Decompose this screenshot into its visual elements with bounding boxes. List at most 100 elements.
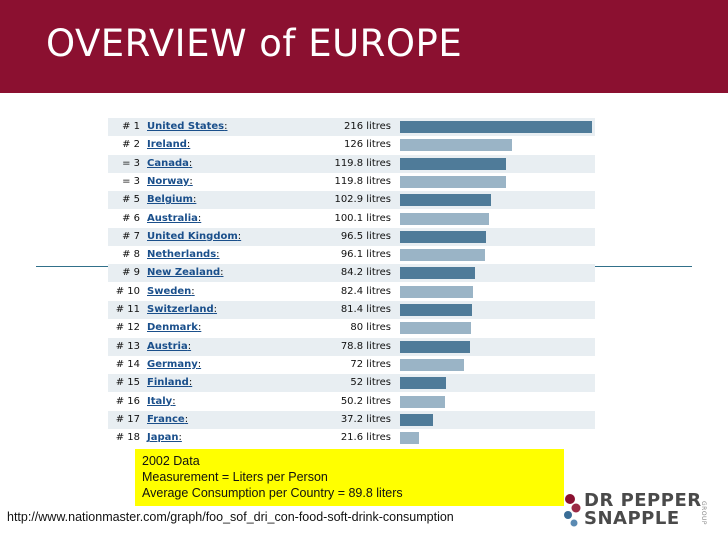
table-row: = 3 Norway: 119.8 litres [108,173,595,191]
slide-header: OVERVIEW of EUROPE [0,0,728,93]
rank-label: # 8 [122,249,140,261]
rank-label: # 6 [122,212,140,224]
dr-pepper-snapple-logo: DR PEPPER SNAPPLE GROUP [562,491,728,531]
country-link[interactable]: Austria: [147,340,192,352]
bar [400,249,485,262]
country-link[interactable]: Australia: [147,212,202,224]
bar [400,304,472,316]
rank-label: # 12 [115,322,140,334]
table-row: # 16 Italy: 50.2 litres [108,393,595,411]
source-url: http://www.nationmaster.com/graph/foo_so… [7,510,454,524]
table-row: # 1 United States: 216 litres [108,118,595,136]
country-colon: : [172,395,176,407]
value-label: 102.9 litres [334,194,391,206]
country-colon: : [186,139,191,151]
country-link[interactable]: Ireland: [147,139,191,151]
bar [400,230,486,243]
country-link[interactable]: New Zealand: [147,267,224,279]
bar [400,194,491,207]
country-colon: : [184,413,189,425]
country-link[interactable]: Belgium: [147,194,197,206]
rank-label: = 3 [122,175,140,187]
bar [400,139,512,152]
bar [400,175,506,188]
rank-label: # 13 [115,340,140,352]
rank-label: # 1 [122,121,140,132]
value-label: 216 litres [344,121,391,132]
value-label: 119.8 litres [334,175,391,187]
rank-label: # 14 [115,358,140,370]
table-row: # 18 Japan: 21.6 litres [108,429,595,447]
table-row: # 7 United Kingdom: 96.5 litres [108,227,595,246]
country-link[interactable]: Germany: [147,358,202,370]
country-link[interactable]: Norway: [147,175,193,187]
country-link[interactable]: Italy: [147,395,176,407]
bar [400,377,446,390]
rank-label: # 9 [122,267,140,279]
rank-label: # 11 [115,304,140,315]
table-row: # 13 Austria: 78.8 litres [108,337,595,356]
rank-label: # 2 [122,139,140,151]
rank-label: # 16 [115,395,140,407]
country-colon: : [237,230,242,242]
table-row: = 3 Canada: 119.8 litres [108,154,595,173]
country-link[interactable]: Switzerland: [147,304,218,315]
value-label: 119.8 litres [334,157,391,169]
country-link[interactable]: Finland: [147,377,193,389]
country-colon: : [188,157,193,169]
rank-label: # 10 [115,285,140,297]
bar [400,157,506,170]
bar [400,285,473,298]
note-measurement: Measurement = Liters per Person [142,470,328,484]
logo-text-bottom: SNAPPLE [584,508,680,529]
country-link[interactable]: United Kingdom: [147,230,242,242]
bar [400,322,471,335]
country-colon: : [188,377,193,389]
value-label: 100.1 litres [334,212,391,224]
bar [400,413,433,426]
value-label: 84.2 litres [340,267,391,279]
table-row: # 15 Finland: 52 litres [108,374,595,393]
country-colon: : [197,212,202,224]
country-colon: : [192,194,197,206]
country-link[interactable]: Netherlands: [147,249,220,261]
rank-label: # 7 [122,230,140,242]
table-row: # 17 France: 37.2 litres [108,410,595,429]
country-colon: : [178,432,182,444]
table-row: # 11 Switzerland: 81.4 litres [108,301,595,319]
table-row: # 12 Denmark: 80 litres [108,319,595,337]
country-colon: : [197,358,202,370]
country-link[interactable]: Sweden: [147,285,195,297]
value-label: 81.4 litres [340,304,391,315]
value-label: 80 litres [350,322,391,334]
rank-label: # 18 [115,432,140,444]
logo-bubbles-icon [564,494,581,527]
table-row: # 2 Ireland: 126 litres [108,136,595,154]
bar [400,212,489,225]
bar [400,358,464,371]
rank-label: # 17 [115,413,140,425]
value-label: 96.5 litres [340,230,391,242]
country-colon: : [213,304,218,315]
value-label: 50.2 litres [340,395,391,407]
table-row: # 5 Belgium: 102.9 litres [108,191,595,210]
value-label: 72 litres [350,358,391,370]
country-link[interactable]: Japan: [147,432,182,444]
country-colon: : [216,249,220,261]
country-colon: : [197,322,202,334]
country-link[interactable]: Canada: [147,157,193,169]
value-label: 82.4 litres [340,285,391,297]
value-label: 96.1 litres [340,249,391,261]
country-colon: : [220,267,224,279]
note-year: 2002 Data [142,454,200,468]
country-link[interactable]: France: [147,413,189,425]
bar [400,432,419,445]
country-link[interactable]: United States: [147,121,228,132]
bar [400,340,470,353]
country-colon: : [191,285,195,297]
bar [400,121,592,133]
note-average: Average Consumption per Country = 89.8 l… [142,486,403,500]
value-label: 21.6 litres [340,432,391,444]
country-link[interactable]: Denmark: [147,322,202,334]
table-row: # 14 Germany: 72 litres [108,356,595,374]
